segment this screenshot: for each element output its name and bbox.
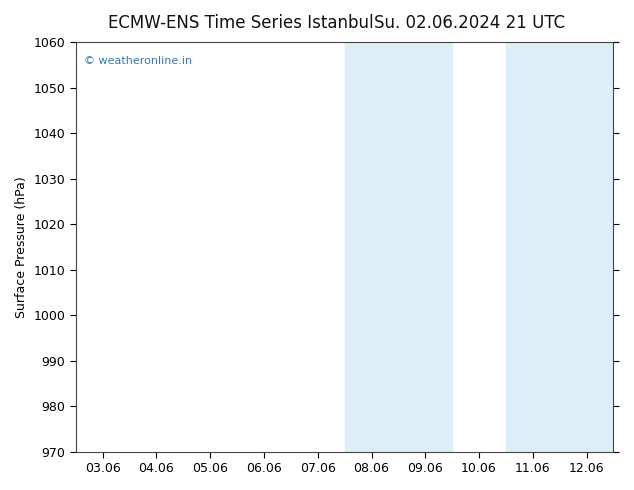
Bar [398,42,452,452]
Text: © weatheronline.in: © weatheronline.in [84,56,192,66]
Bar [345,42,398,452]
Y-axis label: Surface Pressure (hPa): Surface Pressure (hPa) [15,176,28,318]
Text: ECMW-ENS Time Series Istanbul: ECMW-ENS Time Series Istanbul [108,14,373,32]
Bar [560,42,614,452]
Bar [506,42,560,452]
Text: Su. 02.06.2024 21 UTC: Su. 02.06.2024 21 UTC [373,14,565,32]
